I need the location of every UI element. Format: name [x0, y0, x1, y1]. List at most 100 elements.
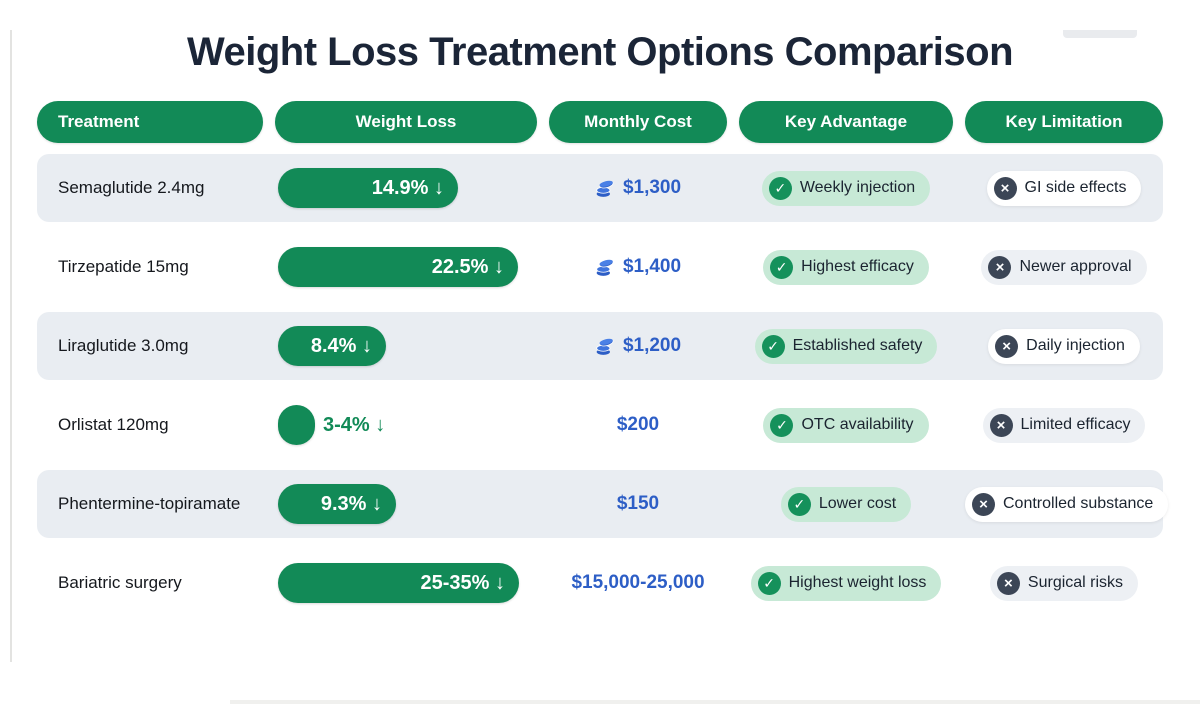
advantage-label: Established safety — [792, 337, 923, 354]
key-advantage-cell: ✓ Highest efficacy — [739, 249, 953, 285]
monthly-cost-value: $1,400 — [622, 256, 682, 277]
advantage-pill: ✓ Lower cost — [780, 486, 912, 522]
weight-loss-cell: 25-35% ↓ 25-35% ↓ — [275, 563, 537, 603]
key-advantage-cell: ✓ Weekly injection — [739, 170, 953, 206]
weight-loss-bar: 22.5% ↓ — [278, 247, 518, 287]
treatment-name: Tirzepatide 15mg — [58, 257, 189, 276]
weight-loss-bar: 14.9% ↓ — [278, 168, 458, 208]
comparison-table: Treatment Weight Loss Monthly Cost Key A… — [37, 101, 1169, 617]
limitation-label: Daily injection — [1026, 337, 1125, 354]
weight-loss-bar: 3-4% ↓ — [278, 405, 315, 445]
monthly-cost-cell: $150 — [549, 493, 727, 515]
weight-loss-cell: 22.5% ↓ 22.5% ↓ — [275, 247, 537, 287]
monthly-cost-value: $1,200 — [622, 335, 682, 356]
advantage-pill: ✓ OTC availability — [763, 407, 929, 443]
key-limitation-cell: × Limited efficacy — [965, 407, 1163, 443]
table-header-row: Treatment Weight Loss Monthly Cost Key A… — [37, 101, 1163, 143]
treatment-name: Liraglutide 3.0mg — [58, 336, 189, 355]
column-header-key-advantage: Key Advantage — [739, 101, 953, 143]
table-rows: Semaglutide 2.4mg 14.9% ↓ 14.9% ↓ $1,300 — [37, 154, 1169, 617]
monthly-cost-cell: $15,000-25,000 — [549, 572, 727, 594]
limitation-label: Controlled substance — [1003, 495, 1154, 512]
limitation-pill: × Daily injection — [988, 328, 1140, 364]
key-limitation-cell: × GI side effects — [965, 170, 1163, 206]
weight-loss-bar: 25-35% ↓ — [278, 563, 519, 603]
cross-icon: × — [993, 176, 1017, 200]
weight-loss-cell: 8.4% ↓ 8.4% ↓ — [275, 326, 537, 366]
check-icon: ✓ — [770, 255, 794, 279]
check-icon: ✓ — [757, 571, 781, 595]
key-limitation-cell: × Controlled substance — [965, 486, 1169, 522]
cross-icon: × — [995, 334, 1019, 358]
check-icon: ✓ — [787, 492, 811, 516]
key-advantage-cell: ✓ Highest weight loss — [739, 565, 953, 601]
limitation-label: Newer approval — [1019, 258, 1132, 275]
advantage-label: Lower cost — [818, 495, 897, 512]
table-row: Orlistat 120mg 3-4% ↓ 3-4% ↓ $200 — [37, 391, 1163, 459]
table-row: Phentermine-topiramate 9.3% ↓ 9.3% ↓ $15… — [37, 470, 1169, 538]
treatment-name: Bariatric surgery — [58, 573, 182, 592]
weight-loss-cell: 3-4% ↓ 3-4% ↓ — [275, 405, 537, 445]
limitation-label: GI side effects — [1024, 179, 1127, 196]
treatment-name: Phentermine-topiramate — [58, 494, 241, 513]
monthly-cost-cell: $1,400 — [549, 256, 727, 278]
advantage-label: OTC availability — [801, 416, 914, 433]
weight-loss-cell: 9.3% ↓ 9.3% ↓ — [275, 484, 537, 524]
watermark-fragment — [1063, 30, 1137, 38]
limitation-label: Surgical risks — [1027, 574, 1124, 591]
cross-icon: × — [988, 255, 1012, 279]
table-row: Bariatric surgery 25-35% ↓ 25-35% ↓ $15,… — [37, 549, 1163, 617]
coins-icon — [595, 336, 616, 357]
advantage-pill: ✓ Established safety — [754, 328, 938, 364]
cross-icon: × — [989, 413, 1013, 437]
table-row: Liraglutide 3.0mg 8.4% ↓ 8.4% ↓ $1,200 — [37, 312, 1163, 380]
monthly-cost-cell: $200 — [549, 414, 727, 436]
column-header-monthly-cost: Monthly Cost — [549, 101, 727, 143]
coins-icon — [595, 257, 616, 278]
weight-loss-cell: 14.9% ↓ 14.9% ↓ — [275, 168, 537, 208]
weight-loss-value-outside: 3-4% ↓ — [323, 413, 386, 436]
key-advantage-cell: ✓ OTC availability — [739, 407, 953, 443]
limitation-pill: × GI side effects — [986, 170, 1142, 206]
check-icon: ✓ — [770, 413, 794, 437]
key-limitation-cell: × Daily injection — [965, 328, 1163, 364]
column-header-weight-loss: Weight Loss — [275, 101, 537, 143]
table-row: Tirzepatide 15mg 22.5% ↓ 22.5% ↓ $1,400 — [37, 233, 1163, 301]
weight-loss-value: 25-35% ↓ — [420, 571, 506, 594]
coins-icon — [595, 178, 616, 199]
weight-loss-value: 9.3% ↓ — [320, 492, 382, 515]
page-title: Weight Loss Treatment Options Comparison — [186, 30, 1014, 74]
check-icon: ✓ — [761, 334, 785, 358]
advantage-pill: ✓ Highest weight loss — [750, 565, 942, 601]
column-header-treatment: Treatment — [37, 101, 263, 143]
advantage-label: Highest weight loss — [788, 574, 927, 591]
table-row: Semaglutide 2.4mg 14.9% ↓ 14.9% ↓ $1,300 — [37, 154, 1163, 222]
weight-loss-value: 8.4% ↓ — [310, 334, 372, 357]
advantage-pill: ✓ Highest efficacy — [763, 249, 929, 285]
advantage-pill: ✓ Weekly injection — [761, 170, 931, 206]
weight-loss-bar: 8.4% ↓ — [278, 326, 386, 366]
advantage-label: Highest efficacy — [801, 258, 914, 275]
limitation-pill: × Controlled substance — [965, 486, 1169, 522]
key-advantage-cell: ✓ Established safety — [739, 328, 953, 364]
monthly-cost-value: $1,300 — [622, 177, 682, 198]
monthly-cost-value: $15,000-25,000 — [571, 572, 705, 593]
monthly-cost-value: $150 — [616, 493, 660, 514]
limitation-pill: × Surgical risks — [989, 565, 1139, 601]
treatment-name: Orlistat 120mg — [58, 415, 169, 434]
column-header-key-limitation: Key Limitation — [965, 101, 1163, 143]
treatment-name: Semaglutide 2.4mg — [58, 178, 205, 197]
monthly-cost-value: $200 — [616, 414, 660, 435]
check-icon: ✓ — [768, 176, 792, 200]
weight-loss-value: 14.9% ↓ — [371, 176, 444, 199]
limitation-pill: × Limited efficacy — [982, 407, 1146, 443]
weight-loss-value: 22.5% ↓ — [431, 255, 504, 278]
cross-icon: × — [996, 571, 1020, 595]
monthly-cost-cell: $1,200 — [549, 335, 727, 357]
advantage-label: Weekly injection — [799, 179, 916, 196]
cross-icon: × — [972, 492, 995, 516]
key-limitation-cell: × Surgical risks — [965, 565, 1163, 601]
limitation-label: Limited efficacy — [1020, 416, 1131, 433]
frame-edge-line — [10, 30, 12, 662]
key-limitation-cell: × Newer approval — [965, 249, 1163, 285]
